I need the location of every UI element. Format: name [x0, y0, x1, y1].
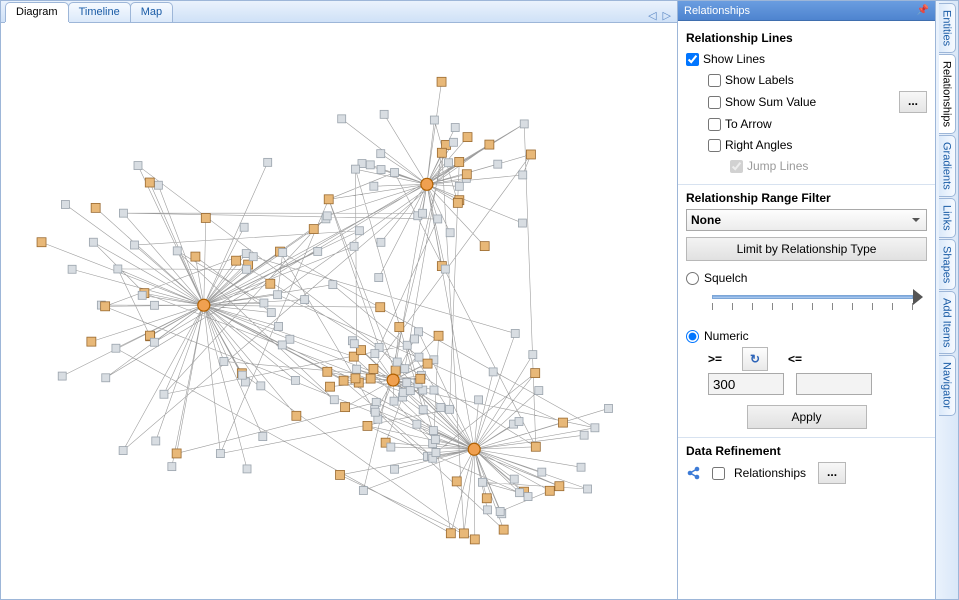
panel-title-bar: Relationships 📌 — [678, 1, 935, 21]
tab-next-icon[interactable]: ▷ — [663, 9, 671, 22]
gte-input[interactable] — [708, 373, 784, 395]
reset-icon: ↻ — [750, 352, 760, 366]
gte-label: >= — [708, 352, 730, 366]
show-lines-checkbox[interactable] — [686, 53, 699, 66]
diagram-canvas[interactable] — [1, 23, 677, 599]
relationship-lines-heading: Relationship Lines — [686, 31, 927, 45]
squelch-label: Squelch — [704, 271, 747, 285]
pin-icon[interactable]: 📌 — [917, 5, 929, 16]
rail-tab-links[interactable]: Links — [939, 198, 956, 238]
range-filter-combo[interactable]: None — [686, 209, 927, 231]
right-angles-label: Right Angles — [725, 138, 792, 152]
squelch-radio[interactable] — [686, 272, 699, 285]
relationships-panel: Relationships 📌 Relationship Lines Show … — [678, 1, 936, 599]
show-sum-label: Show Sum Value — [725, 95, 816, 109]
numeric-label: Numeric — [704, 329, 749, 343]
squelch-slider[interactable] — [708, 289, 923, 319]
lte-label: <= — [780, 352, 802, 366]
view-tabs: Diagram Timeline Map ◁ ▷ — [1, 1, 677, 23]
right-angles-checkbox[interactable] — [708, 139, 721, 152]
rail-tab-shapes[interactable]: Shapes — [939, 239, 956, 290]
range-filter-heading: Relationship Range Filter — [686, 191, 927, 205]
lte-input[interactable] — [796, 373, 872, 395]
tab-timeline[interactable]: Timeline — [68, 2, 131, 22]
tab-map[interactable]: Map — [130, 2, 173, 22]
refine-relationships-checkbox[interactable] — [712, 467, 725, 480]
to-arrow-label: To Arrow — [725, 117, 772, 131]
jump-lines-label: Jump Lines — [747, 159, 808, 173]
right-tab-rail: EntitiesRelationshipsGradientsLinksShape… — [936, 1, 958, 599]
limit-by-type-button[interactable]: Limit by Relationship Type — [686, 237, 927, 261]
panel-title-text: Relationships — [684, 5, 750, 17]
main-area: Diagram Timeline Map ◁ ▷ — [1, 1, 678, 599]
show-lines-label: Show Lines — [703, 52, 765, 66]
range-filter-value: None — [691, 213, 721, 227]
rail-tab-navigator[interactable]: Navigator — [939, 355, 956, 416]
rail-tab-gradients[interactable]: Gradients — [939, 135, 956, 197]
show-labels-label: Show Labels — [725, 73, 794, 87]
relationships-icon — [686, 465, 702, 481]
rail-tab-relationships[interactable]: Relationships — [939, 54, 956, 134]
show-sum-checkbox[interactable] — [708, 96, 721, 109]
refine-relationships-label: Relationships — [734, 466, 806, 480]
numeric-radio[interactable] — [686, 330, 699, 343]
slider-thumb-icon[interactable] — [913, 289, 923, 305]
to-arrow-checkbox[interactable] — [708, 118, 721, 131]
apply-button[interactable]: Apply — [747, 405, 867, 429]
rail-tab-add-items[interactable]: Add Items — [939, 291, 956, 355]
reset-range-button[interactable]: ↻ — [742, 347, 768, 371]
sum-value-options-button[interactable]: ... — [899, 91, 927, 113]
rail-tab-entities[interactable]: Entities — [939, 3, 956, 53]
tab-prev-icon[interactable]: ◁ — [648, 9, 656, 22]
data-refinement-heading: Data Refinement — [686, 444, 927, 458]
show-labels-checkbox[interactable] — [708, 74, 721, 87]
tab-diagram[interactable]: Diagram — [5, 2, 69, 22]
jump-lines-checkbox — [730, 160, 743, 173]
refine-options-button[interactable]: ... — [818, 462, 846, 484]
